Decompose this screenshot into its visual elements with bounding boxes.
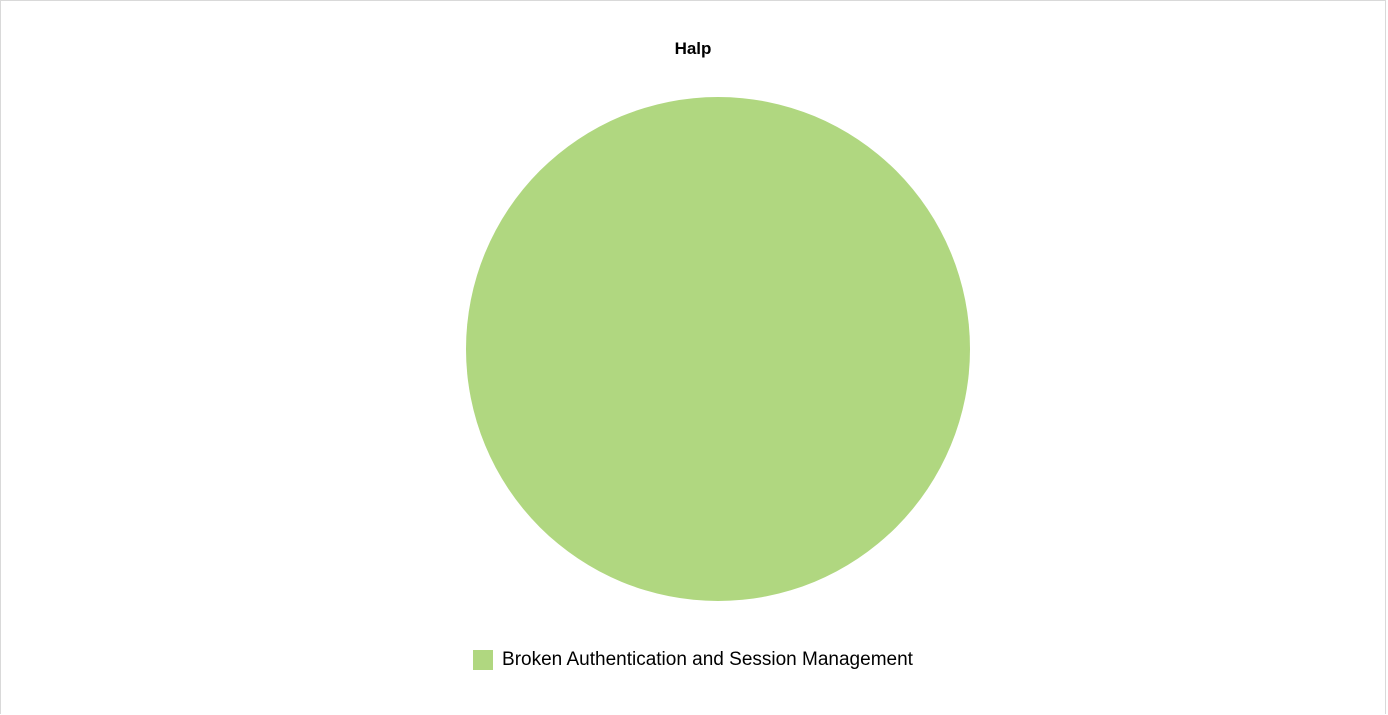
chart-title: Halp xyxy=(674,39,712,58)
chart-legend: Broken Authentication and Session Manage… xyxy=(1,649,1385,671)
legend-label: Broken Authentication and Session Manage… xyxy=(502,649,913,670)
legend-item-0[interactable]: Broken Authentication and Session Manage… xyxy=(473,649,913,671)
legend-swatch xyxy=(473,650,494,670)
pie-slice-0[interactable] xyxy=(466,97,970,601)
